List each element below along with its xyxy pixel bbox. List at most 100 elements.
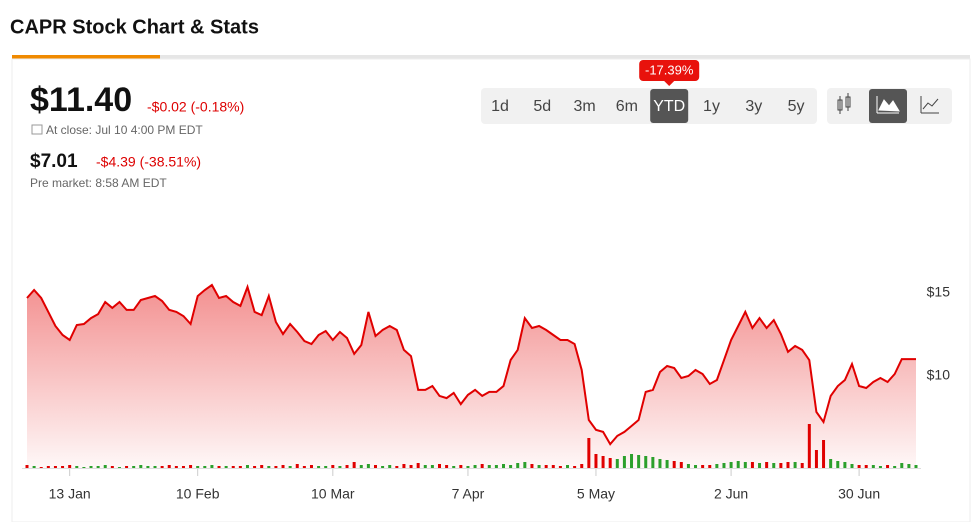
- tab-track: [12, 55, 970, 59]
- volume-bar: [75, 466, 79, 468]
- volume-bar: [551, 465, 555, 468]
- volume-bar: [843, 462, 847, 468]
- volume-bar: [174, 466, 178, 468]
- calendar-icon: [31, 124, 43, 135]
- volume-bar: [224, 466, 228, 468]
- volume-bar: [373, 465, 377, 468]
- range-button[interactable]: 3y: [745, 98, 762, 115]
- close-note: At close: Jul 10 4:00 PM EDT: [46, 123, 203, 137]
- volume-bar: [743, 462, 747, 468]
- range-badge: -17.39%: [645, 62, 694, 77]
- volume-bar: [630, 454, 634, 468]
- volume-bar: [317, 466, 321, 468]
- range-button[interactable]: 1d: [491, 98, 509, 115]
- volume-bar: [729, 462, 733, 468]
- volume-bar: [566, 465, 570, 468]
- x-tick-label: 2 Jun: [714, 486, 748, 502]
- volume-bar: [622, 456, 626, 468]
- volume-bar: [416, 463, 420, 468]
- range-button[interactable]: 1y: [703, 98, 720, 115]
- volume-bar: [672, 461, 676, 468]
- volume-bar: [267, 466, 271, 468]
- volume-bar: [46, 466, 50, 468]
- volume-bar: [430, 465, 434, 468]
- volume-bar: [32, 466, 36, 468]
- volume-bar: [829, 459, 833, 468]
- pre-note: Pre market: 8:58 AM EDT: [30, 176, 167, 190]
- pre-price: $7.01: [30, 151, 78, 172]
- volume-bar: [736, 461, 740, 468]
- volume-bar: [793, 462, 797, 468]
- volume-bar: [281, 465, 285, 468]
- volume-bar: [665, 460, 669, 468]
- volume-bar: [146, 466, 150, 468]
- volume-bar: [786, 462, 790, 468]
- volume-bar: [651, 457, 655, 468]
- range-active: [650, 89, 689, 123]
- volume-bar: [61, 466, 65, 468]
- volume-bar: [772, 463, 776, 468]
- range-badge-pointer: [664, 81, 675, 86]
- volume-bar: [203, 466, 207, 468]
- price-area: [27, 285, 916, 468]
- line-icon[interactable]: [920, 96, 939, 114]
- volume-bar: [814, 450, 818, 468]
- x-tick-label: 10 Feb: [176, 486, 220, 502]
- volume-bar: [153, 466, 157, 468]
- x-tick-label: 7 Apr: [452, 486, 485, 502]
- pre-change: -$4.39 (-38.51%): [96, 154, 201, 170]
- volume-bar: [893, 466, 897, 468]
- volume-bar: [238, 466, 242, 468]
- volume-bar: [388, 465, 392, 468]
- volume-bar: [480, 464, 484, 468]
- volume-bar: [857, 465, 861, 468]
- x-tick-label: 5 May: [577, 486, 615, 502]
- y-tick-label: $15: [927, 284, 951, 300]
- volume-bar: [437, 464, 441, 468]
- range-button[interactable]: 5y: [788, 98, 805, 115]
- volume-bar: [886, 465, 890, 468]
- candle-icon[interactable]: [837, 93, 851, 114]
- volume-bar: [245, 465, 249, 468]
- price-change: -$0.02 (-0.18%): [147, 99, 244, 115]
- volume-bar: [423, 465, 427, 468]
- volume-bar: [366, 464, 370, 468]
- volume-bar: [253, 466, 257, 468]
- volume-bar: [502, 464, 506, 468]
- volume-bar: [359, 465, 363, 468]
- volume-bar: [302, 466, 306, 468]
- volume-bar: [25, 465, 29, 468]
- volume-bar: [558, 466, 562, 468]
- volume-bar: [686, 464, 690, 468]
- range-button[interactable]: 3m: [573, 98, 595, 115]
- volume-bar: [331, 465, 335, 468]
- volume-bar: [210, 465, 214, 468]
- tab-indicator: [12, 55, 160, 59]
- volume-bar: [381, 466, 385, 468]
- volume-bar: [288, 466, 292, 468]
- range-button[interactable]: 5d: [533, 98, 551, 115]
- volume-bar: [402, 464, 406, 468]
- range-badge-bg: [639, 60, 700, 81]
- volume-bar: [800, 463, 804, 468]
- volume-bar: [409, 465, 413, 468]
- y-tick-label: $10: [927, 367, 951, 383]
- volume-bar: [715, 464, 719, 468]
- volume-bar: [658, 459, 662, 468]
- volume-bar: [544, 465, 548, 468]
- volume-bar: [573, 466, 577, 468]
- page-title: CAPR Stock Chart & Stats: [10, 16, 259, 38]
- volume-bar: [189, 465, 193, 468]
- volume-bar: [900, 463, 904, 468]
- range-group: [481, 88, 817, 124]
- volume-bar: [850, 464, 854, 468]
- range-button[interactable]: 6m: [616, 98, 638, 115]
- volume-bar: [309, 465, 313, 468]
- volume-bar: [68, 465, 72, 468]
- volume-bar: [907, 464, 911, 468]
- volume-bar: [160, 466, 164, 468]
- volume-bar: [516, 463, 520, 468]
- volume-bar: [96, 466, 100, 468]
- volume-bar: [509, 465, 513, 468]
- range-button[interactable]: YTD: [653, 98, 685, 115]
